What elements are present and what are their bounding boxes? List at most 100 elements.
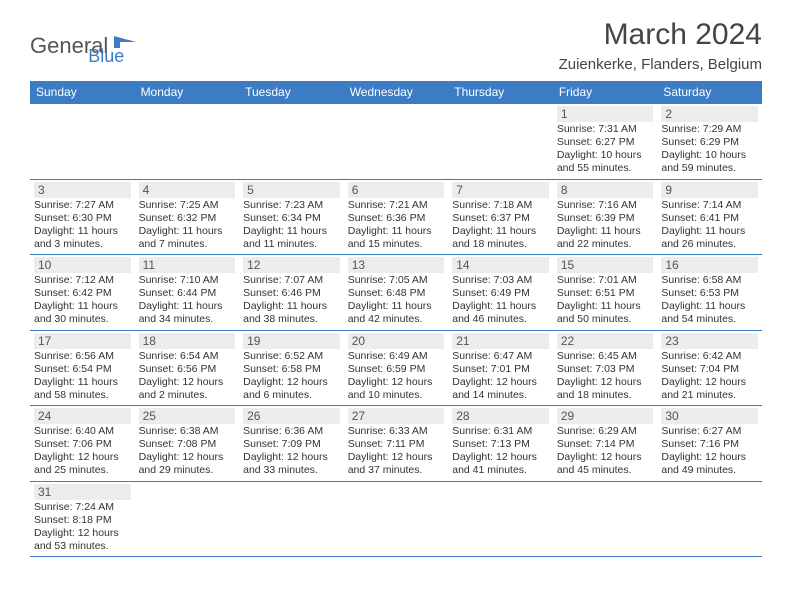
sunrise-text: Sunrise: 6:42 AM bbox=[661, 350, 758, 363]
week-row: 31Sunrise: 7:24 AMSunset: 8:18 PMDayligh… bbox=[30, 481, 762, 557]
daylight-text: and 18 minutes. bbox=[452, 238, 549, 251]
day-number: 21 bbox=[452, 333, 549, 349]
sunset-text: Sunset: 7:16 PM bbox=[661, 438, 758, 451]
daylight-text: Daylight: 12 hours bbox=[557, 376, 654, 389]
day-header-row: Sunday Monday Tuesday Wednesday Thursday… bbox=[30, 81, 762, 104]
daylight-text: and 49 minutes. bbox=[661, 464, 758, 477]
daylight-text: Daylight: 11 hours bbox=[557, 300, 654, 313]
daylight-text: and 38 minutes. bbox=[243, 313, 340, 326]
sunset-text: Sunset: 7:06 PM bbox=[34, 438, 131, 451]
day-cell bbox=[135, 481, 240, 557]
header: General Blue March 2024 Zuienkerke, Flan… bbox=[30, 18, 762, 73]
sunrise-text: Sunrise: 7:14 AM bbox=[661, 199, 758, 212]
day-cell: 15Sunrise: 7:01 AMSunset: 6:51 PMDayligh… bbox=[553, 255, 658, 331]
sunset-text: Sunset: 8:18 PM bbox=[34, 514, 131, 527]
day-number: 1 bbox=[557, 106, 654, 122]
sunrise-text: Sunrise: 6:47 AM bbox=[452, 350, 549, 363]
daylight-text: Daylight: 10 hours bbox=[557, 149, 654, 162]
sunrise-text: Sunrise: 7:18 AM bbox=[452, 199, 549, 212]
day-number: 31 bbox=[34, 484, 131, 500]
sunset-text: Sunset: 6:39 PM bbox=[557, 212, 654, 225]
sunrise-text: Sunrise: 6:49 AM bbox=[348, 350, 445, 363]
day-cell bbox=[448, 481, 553, 557]
sunset-text: Sunset: 6:42 PM bbox=[34, 287, 131, 300]
sunrise-text: Sunrise: 7:01 AM bbox=[557, 274, 654, 287]
day-number: 16 bbox=[661, 257, 758, 273]
day-cell: 20Sunrise: 6:49 AMSunset: 6:59 PMDayligh… bbox=[344, 330, 449, 406]
sunrise-text: Sunrise: 6:54 AM bbox=[139, 350, 236, 363]
day-number: 30 bbox=[661, 408, 758, 424]
day-cell: 27Sunrise: 6:33 AMSunset: 7:11 PMDayligh… bbox=[344, 406, 449, 482]
day-cell bbox=[344, 481, 449, 557]
day-cell: 5Sunrise: 7:23 AMSunset: 6:34 PMDaylight… bbox=[239, 179, 344, 255]
daylight-text: and 42 minutes. bbox=[348, 313, 445, 326]
sunset-text: Sunset: 6:53 PM bbox=[661, 287, 758, 300]
day-number: 10 bbox=[34, 257, 131, 273]
daylight-text: Daylight: 12 hours bbox=[34, 451, 131, 464]
sunset-text: Sunset: 6:58 PM bbox=[243, 363, 340, 376]
sunrise-text: Sunrise: 7:03 AM bbox=[452, 274, 549, 287]
day-cell: 7Sunrise: 7:18 AMSunset: 6:37 PMDaylight… bbox=[448, 179, 553, 255]
day-number: 13 bbox=[348, 257, 445, 273]
week-row: 1Sunrise: 7:31 AMSunset: 6:27 PMDaylight… bbox=[30, 104, 762, 180]
sunrise-text: Sunrise: 7:05 AM bbox=[348, 274, 445, 287]
day-number: 24 bbox=[34, 408, 131, 424]
daylight-text: Daylight: 12 hours bbox=[661, 376, 758, 389]
daylight-text: and 46 minutes. bbox=[452, 313, 549, 326]
sunset-text: Sunset: 6:51 PM bbox=[557, 287, 654, 300]
day-cell bbox=[239, 104, 344, 180]
day-cell: 23Sunrise: 6:42 AMSunset: 7:04 PMDayligh… bbox=[657, 330, 762, 406]
daylight-text: Daylight: 12 hours bbox=[243, 376, 340, 389]
daylight-text: Daylight: 11 hours bbox=[34, 225, 131, 238]
daylight-text: Daylight: 12 hours bbox=[557, 451, 654, 464]
daylight-text: and 53 minutes. bbox=[34, 540, 131, 553]
title-block: March 2024 Zuienkerke, Flanders, Belgium bbox=[559, 18, 762, 73]
daylight-text: Daylight: 10 hours bbox=[661, 149, 758, 162]
daylight-text: Daylight: 11 hours bbox=[139, 225, 236, 238]
day-number: 8 bbox=[557, 182, 654, 198]
daylight-text: Daylight: 11 hours bbox=[452, 225, 549, 238]
week-row: 17Sunrise: 6:56 AMSunset: 6:54 PMDayligh… bbox=[30, 330, 762, 406]
daylight-text: Daylight: 12 hours bbox=[139, 451, 236, 464]
day-cell bbox=[30, 104, 135, 180]
sunset-text: Sunset: 6:34 PM bbox=[243, 212, 340, 225]
day-cell: 28Sunrise: 6:31 AMSunset: 7:13 PMDayligh… bbox=[448, 406, 553, 482]
day-number: 19 bbox=[243, 333, 340, 349]
sunrise-text: Sunrise: 7:25 AM bbox=[139, 199, 236, 212]
daylight-text: and 15 minutes. bbox=[348, 238, 445, 251]
day-number: 29 bbox=[557, 408, 654, 424]
daylight-text: Daylight: 12 hours bbox=[452, 376, 549, 389]
sunset-text: Sunset: 7:11 PM bbox=[348, 438, 445, 451]
daylight-text: and 25 minutes. bbox=[34, 464, 131, 477]
day-number: 5 bbox=[243, 182, 340, 198]
day-number: 12 bbox=[243, 257, 340, 273]
dayhead-sun: Sunday bbox=[30, 81, 135, 104]
logo-text-blue: Blue bbox=[88, 46, 124, 67]
day-cell: 2Sunrise: 7:29 AMSunset: 6:29 PMDaylight… bbox=[657, 104, 762, 180]
daylight-text: Daylight: 12 hours bbox=[661, 451, 758, 464]
sunrise-text: Sunrise: 6:38 AM bbox=[139, 425, 236, 438]
sunset-text: Sunset: 7:04 PM bbox=[661, 363, 758, 376]
sunset-text: Sunset: 6:32 PM bbox=[139, 212, 236, 225]
sunrise-text: Sunrise: 7:24 AM bbox=[34, 501, 131, 514]
day-cell bbox=[657, 481, 762, 557]
day-cell: 26Sunrise: 6:36 AMSunset: 7:09 PMDayligh… bbox=[239, 406, 344, 482]
day-cell: 18Sunrise: 6:54 AMSunset: 6:56 PMDayligh… bbox=[135, 330, 240, 406]
daylight-text: Daylight: 12 hours bbox=[452, 451, 549, 464]
daylight-text: and 29 minutes. bbox=[139, 464, 236, 477]
day-number: 22 bbox=[557, 333, 654, 349]
day-number: 11 bbox=[139, 257, 236, 273]
dayhead-mon: Monday bbox=[135, 81, 240, 104]
daylight-text: and 3 minutes. bbox=[34, 238, 131, 251]
daylight-text: Daylight: 12 hours bbox=[34, 527, 131, 540]
daylight-text: Daylight: 11 hours bbox=[139, 300, 236, 313]
dayhead-fri: Friday bbox=[553, 81, 658, 104]
day-number: 15 bbox=[557, 257, 654, 273]
sunset-text: Sunset: 7:03 PM bbox=[557, 363, 654, 376]
dayhead-tue: Tuesday bbox=[239, 81, 344, 104]
daylight-text: and 14 minutes. bbox=[452, 389, 549, 402]
daylight-text: Daylight: 12 hours bbox=[139, 376, 236, 389]
day-cell bbox=[448, 104, 553, 180]
sunset-text: Sunset: 6:54 PM bbox=[34, 363, 131, 376]
sunset-text: Sunset: 7:01 PM bbox=[452, 363, 549, 376]
